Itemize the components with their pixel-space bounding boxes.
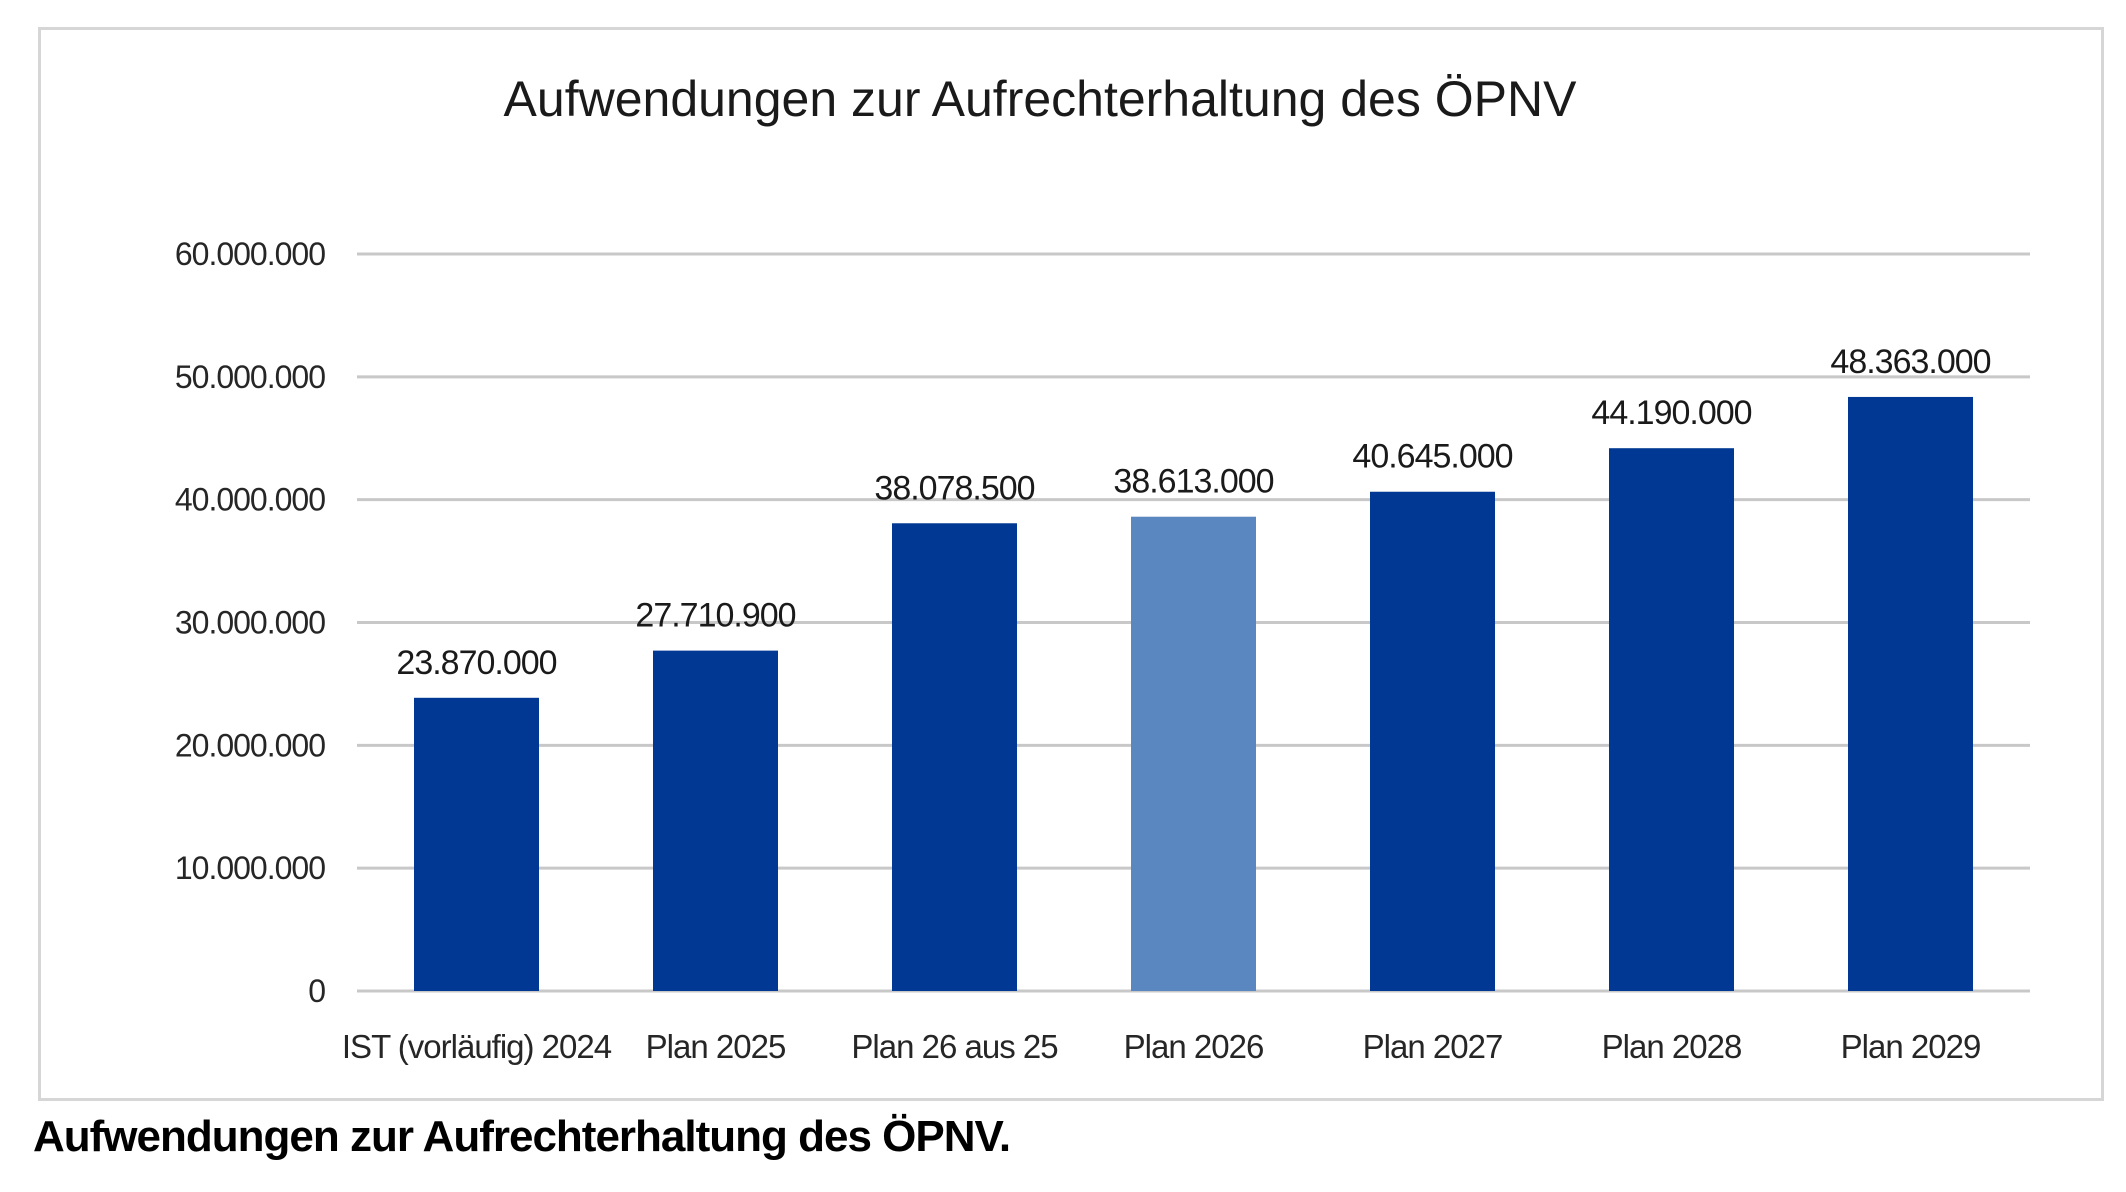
bar	[1848, 396, 1973, 991]
x-tick-label: Plan 2028	[1602, 1028, 1742, 1065]
bar	[1370, 491, 1495, 991]
y-axis-ticks: 0 10.000.000 20.000.000 30.000.000 40.000.00…	[175, 236, 326, 1009]
data-label: 38.613.000	[1113, 463, 1273, 501]
data-label: 40.645.000	[1352, 438, 1512, 476]
x-tick-label: IST (vorläufig) 2024	[342, 1028, 612, 1065]
y-tick-label: 40.000.000	[175, 482, 325, 518]
data-label: 48.363.000	[1830, 343, 1990, 381]
y-tick-label: 50.000.000	[175, 359, 325, 395]
x-tick-label: Plan 2027	[1363, 1028, 1503, 1065]
bar	[653, 650, 778, 991]
data-label: 27.710.900	[635, 597, 795, 635]
chart-frame	[38, 27, 2104, 1101]
y-tick-label: 20.000.000	[175, 727, 325, 763]
y-tick-label: 10.000.000	[175, 850, 325, 886]
data-label: 23.870.000	[396, 644, 556, 682]
x-tick-label: Plan 2026	[1124, 1028, 1264, 1065]
y-tick-label: 30.000.000	[175, 605, 325, 641]
bar	[892, 523, 1017, 991]
bars	[414, 396, 1973, 992]
data-label: 38.078.500	[874, 469, 1034, 507]
chart-title: Aufwendungen zur Aufrechterhaltung des Ö…	[504, 71, 1578, 127]
gridlines	[357, 252, 2030, 993]
data-labels: 23.870.000 27.710.900 38.078.500 38.613.000…	[396, 343, 1991, 682]
x-tick-label: Plan 2025	[646, 1028, 786, 1065]
y-tick-label: 0	[308, 973, 325, 1009]
bar	[1609, 448, 1734, 992]
x-tick-label: Plan 26 aus 25	[851, 1028, 1057, 1065]
x-tick-label: Plan 2029	[1841, 1028, 1981, 1065]
y-tick-label: 60.000.000	[175, 236, 325, 272]
bar	[1131, 516, 1256, 991]
x-axis-labels: IST (vorläufig) 2024 Plan 2025 Plan 26 aus…	[342, 1028, 1981, 1065]
data-label: 44.190.000	[1591, 394, 1751, 432]
bar	[414, 697, 539, 991]
figure-caption: Aufwendungen zur Aufrechterhaltung des Ö…	[33, 1112, 1011, 1161]
